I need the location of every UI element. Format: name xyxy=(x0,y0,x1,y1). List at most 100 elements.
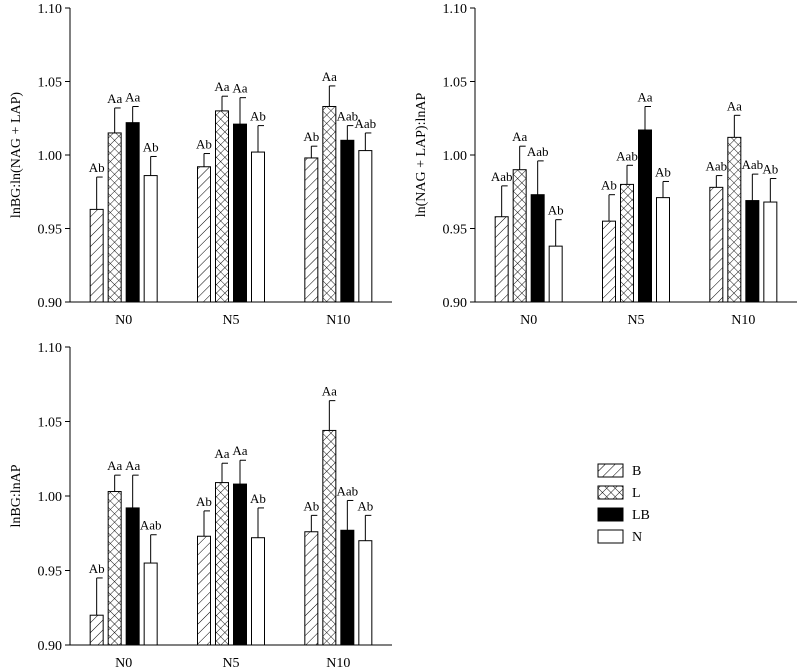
significance-label: Aab xyxy=(491,169,513,184)
y-tick-label: 1.00 xyxy=(38,149,63,164)
significance-label: Ab xyxy=(762,162,778,177)
significance-label: Aab xyxy=(354,116,376,131)
bar-n xyxy=(656,197,670,303)
bar-b xyxy=(197,535,211,646)
y-tick-label: 1.00 xyxy=(38,490,63,505)
bar-lb xyxy=(233,483,247,646)
significance-label: Ab xyxy=(89,160,105,175)
legend-item-l: L xyxy=(597,485,641,501)
bar-b xyxy=(602,220,616,303)
significance-label: Ab xyxy=(196,494,212,509)
significance-label: Aa xyxy=(727,98,742,113)
bar-n xyxy=(548,245,563,303)
y-tick-label: 0.95 xyxy=(38,565,63,580)
significance-label: Ab xyxy=(357,498,373,513)
y-axis-title: lnBG:ln(NAG + LAP) xyxy=(9,92,24,218)
significance-label: Aa xyxy=(637,89,652,104)
x-tick-label: N0 xyxy=(115,656,132,668)
legend-swatch-n xyxy=(597,529,624,544)
bar-n xyxy=(143,175,158,303)
legend-label-b: B xyxy=(632,464,641,479)
significance-label: Ab xyxy=(196,137,212,152)
x-tick-label: N0 xyxy=(115,313,132,328)
significance-label: Aa xyxy=(107,458,122,473)
bar-l xyxy=(107,491,122,646)
bar-b xyxy=(709,186,724,303)
significance-label: Aa xyxy=(107,91,122,106)
legend: B L LB N xyxy=(597,463,650,545)
y-tick-label: 0.90 xyxy=(38,639,63,654)
bar-n xyxy=(251,537,265,646)
significance-label: Ab xyxy=(303,498,319,513)
significance-label: Aa xyxy=(322,384,337,399)
significance-label: Ab xyxy=(143,139,159,154)
significance-label: Aa xyxy=(512,129,527,144)
y-tick-label: 1.05 xyxy=(443,76,468,91)
x-tick-label: N5 xyxy=(222,313,239,328)
bar-l xyxy=(215,110,229,303)
significance-label: Aab xyxy=(336,483,358,498)
bar-l xyxy=(512,169,527,303)
y-tick-label: 0.90 xyxy=(443,296,468,311)
y-tick-label: 1.10 xyxy=(443,2,468,17)
significance-label: Ab xyxy=(250,491,266,506)
y-axis-title: lnBG:lnAP xyxy=(9,464,24,527)
x-tick-label: N10 xyxy=(326,313,350,328)
bar-n xyxy=(358,540,373,646)
bar-lb xyxy=(530,194,545,303)
significance-label: Aab xyxy=(705,159,727,174)
bar-b xyxy=(494,216,509,303)
bar-b xyxy=(304,157,319,303)
significance-label: Ab xyxy=(548,203,564,218)
bar-lb xyxy=(340,529,355,646)
y-tick-label: 1.05 xyxy=(38,416,63,431)
bar-b xyxy=(197,166,211,303)
significance-label: Aa xyxy=(214,446,229,461)
significance-label: Aa xyxy=(125,458,140,473)
x-tick-label: N10 xyxy=(731,313,755,328)
bar-b xyxy=(89,614,104,646)
significance-label: Ab xyxy=(655,164,671,179)
legend-item-lb: LB xyxy=(597,507,650,523)
significance-label: Aa xyxy=(232,81,247,96)
legend-swatch-lb xyxy=(597,507,624,522)
legend-label-l: L xyxy=(632,486,641,501)
significance-label: Ab xyxy=(601,178,617,193)
bar-lb xyxy=(638,129,652,303)
bar-lb xyxy=(125,122,140,303)
significance-label: Ab xyxy=(250,109,266,124)
bar-lb xyxy=(233,123,247,303)
y-tick-label: 0.95 xyxy=(38,223,63,238)
bar-l xyxy=(727,136,742,303)
x-tick-label: N0 xyxy=(520,313,537,328)
bar-n xyxy=(358,150,373,303)
significance-label: Aab xyxy=(140,518,162,533)
significance-label: Aa xyxy=(322,69,337,84)
legend-label-n: N xyxy=(632,530,642,545)
bar-lb xyxy=(125,507,140,646)
y-tick-label: 1.05 xyxy=(38,76,63,91)
bar-l xyxy=(107,132,122,303)
chart-top-right: 0.90 0.95 1.00 1.05 1.10 ln(NAG + LAP):lnAP N0… xyxy=(414,2,797,328)
significance-label: Aa xyxy=(214,79,229,94)
legend-swatch-l xyxy=(597,485,624,500)
bar-n xyxy=(251,151,265,303)
bar-b xyxy=(304,531,319,646)
x-tick-label: N10 xyxy=(326,656,350,668)
significance-label: Aab xyxy=(336,109,358,124)
chart-top-left: 0.90 0.95 1.00 1.05 1.10 lnBG:ln(NAG + LAP) N0… xyxy=(9,2,392,328)
bar-lb xyxy=(340,139,355,303)
bar-n xyxy=(143,562,158,646)
y-tick-label: 1.00 xyxy=(443,149,468,164)
significance-label: Ab xyxy=(303,129,319,144)
bar-l xyxy=(215,482,229,646)
y-tick-label: 1.10 xyxy=(38,2,63,17)
x-tick-label: N5 xyxy=(222,656,239,668)
legend-label-lb: LB xyxy=(632,508,650,523)
bar-l xyxy=(322,105,337,303)
y-tick-label: 0.95 xyxy=(443,223,468,238)
legend-swatch-b xyxy=(597,463,624,478)
legend-item-b: B xyxy=(597,463,641,479)
bar-lb xyxy=(745,200,760,303)
